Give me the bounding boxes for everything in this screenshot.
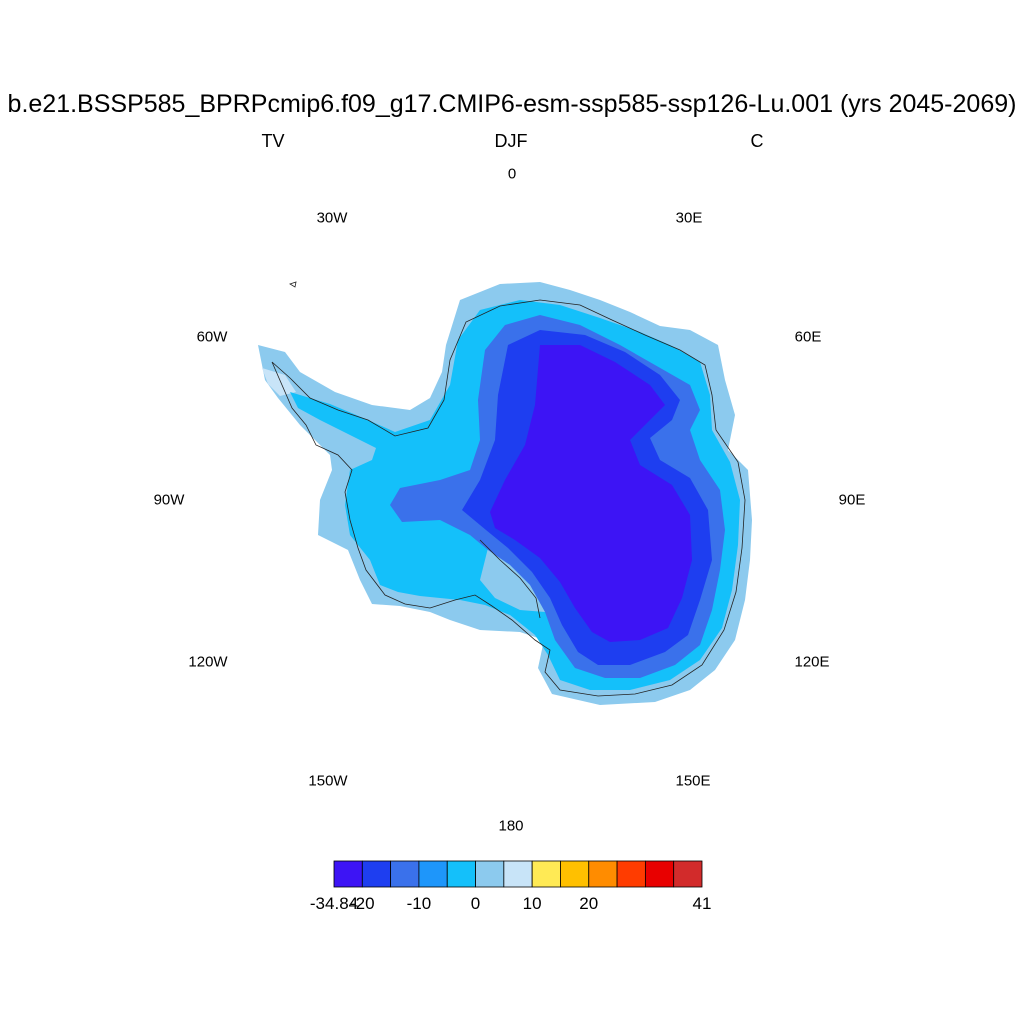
colorbar-label-0: -34.84 (309, 894, 359, 913)
coastline (271, 281, 746, 697)
colorbar-box-3 (418, 860, 448, 888)
colorbar-box-6 (503, 860, 533, 888)
lon-label-30w: 30W (316, 209, 348, 227)
antarctica-map (258, 281, 752, 705)
colorbar-box-11 (644, 860, 675, 888)
lon-label-150w: 150W (308, 772, 348, 790)
season-label: DJF (494, 131, 528, 151)
lon-label-120e: 120E (794, 653, 830, 671)
colorbar-box-9 (588, 860, 618, 888)
colorbar-label-4: 10 (522, 894, 542, 913)
colorbar-label-2: -10 (406, 894, 432, 913)
colorbar-box-12 (673, 860, 703, 888)
colorbar-box-4 (446, 860, 476, 888)
lon-label-30e: 30E (675, 209, 703, 227)
lon-label-90w: 90W (153, 491, 185, 509)
colorbar-label-1: -20 (350, 894, 375, 913)
lon-label-120w: 120W (188, 653, 228, 671)
colorbar-box-5 (475, 860, 505, 888)
colorbar-box-7 (531, 860, 561, 888)
lon-label-60w: 60W (196, 328, 228, 346)
lon-label-90e: 90E (838, 491, 866, 509)
colorbar-label-3: 0 (470, 894, 481, 913)
colorbar-label-5: 20 (579, 894, 599, 913)
map-layer-core (490, 345, 692, 642)
lon-label-180: 180 (498, 817, 524, 835)
colorbar-box-10 (616, 860, 646, 888)
lon-label-0: 0 (507, 165, 517, 183)
colorbar-box-2 (390, 860, 420, 888)
lon-label-150e: 150E (675, 772, 711, 790)
colorbar-box-0 (333, 860, 363, 888)
plot-title: b.e21.BSSP585_BPRPcmip6.f09_g17.CMIP6-es… (7, 90, 1017, 118)
variable-label: TV (261, 131, 285, 151)
colorbar-box-1 (361, 860, 392, 888)
lon-label-60e: 60E (794, 328, 822, 346)
colorbar-label-6: 41 (692, 894, 712, 913)
colorbar-box-8 (560, 860, 590, 888)
units-label: C (750, 131, 764, 151)
